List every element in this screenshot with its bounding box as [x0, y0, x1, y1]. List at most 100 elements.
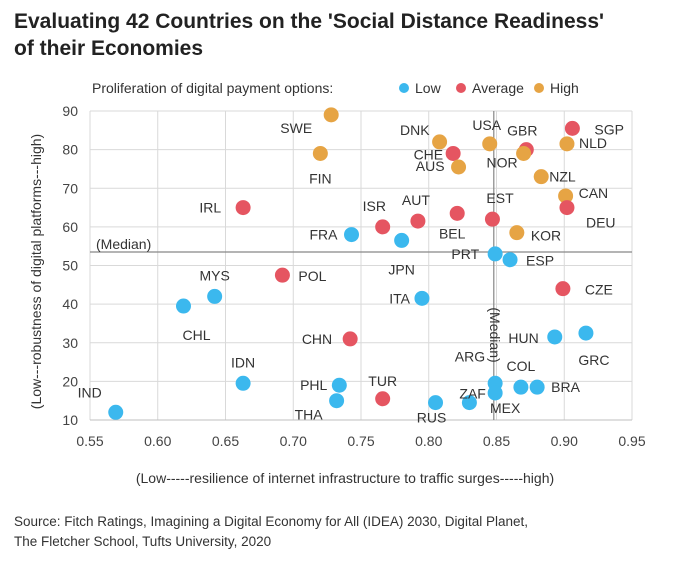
- point-ind: [108, 404, 124, 420]
- legend: Proliferation of digital payment options…: [92, 80, 579, 96]
- point-aus: [451, 159, 467, 175]
- point-label-mex: MEX: [490, 400, 521, 416]
- point-label-usa: USA: [472, 117, 501, 133]
- point-label-zaf: ZAF: [459, 386, 485, 402]
- point-label-tha: THA: [295, 407, 324, 423]
- point-fra: [344, 227, 360, 243]
- point-can: [558, 188, 574, 204]
- point-tur: [375, 391, 391, 407]
- point-chn: [342, 331, 358, 347]
- x-tick-label: 0.65: [212, 433, 239, 449]
- point-cze: [555, 281, 571, 297]
- axes: 10 20 30 40 50 60 70 80 90 0.55 0.60 0.65 0.70 0.75 0.…: [28, 103, 646, 486]
- point-rus: [428, 395, 444, 411]
- x-tick-label: 0.75: [347, 433, 374, 449]
- point-label-deu: DEU: [586, 215, 616, 231]
- point-prt: [487, 246, 503, 262]
- y-tick-label: 10: [62, 412, 78, 428]
- point-che: [445, 145, 461, 161]
- x-tick-label: 0.95: [618, 433, 645, 449]
- point-label-hun: HUN: [508, 330, 538, 346]
- y-axis-title: (Low---robustness of digital platforms--…: [28, 134, 44, 409]
- x-tick-label: 0.60: [144, 433, 171, 449]
- point-label-mys: MYS: [199, 267, 229, 283]
- point-chl: [175, 298, 191, 314]
- chart-title: Evaluating 42 Countries on the 'Social D…: [14, 8, 674, 62]
- y-tick-label: 30: [62, 335, 78, 351]
- x-axis-title: (Low-----resilience of internet infrastr…: [136, 470, 554, 486]
- point-kor: [509, 225, 525, 241]
- y-tick-label: 40: [62, 296, 78, 312]
- point-hun: [547, 329, 563, 345]
- source-note: Source: Fitch Ratings, Imagining a Digit…: [14, 512, 674, 552]
- point-label-irl: IRL: [199, 200, 221, 216]
- point-label-ita: ITA: [389, 290, 410, 306]
- point-label-ind: IND: [78, 384, 102, 400]
- point-label-phl: PHL: [300, 377, 327, 393]
- point-label-bra: BRA: [551, 379, 580, 395]
- point-label-est: EST: [486, 190, 514, 206]
- y-tick-label: 50: [62, 258, 78, 274]
- point-nzl: [533, 169, 549, 185]
- median-label-vertical: (Median): [487, 307, 503, 362]
- point-bra: [529, 379, 545, 395]
- point-fin: [312, 145, 328, 161]
- point-label-arg: ARG: [455, 348, 485, 364]
- point-label-aut: AUT: [402, 192, 430, 208]
- point-aut: [410, 213, 426, 229]
- point-label-isr: ISR: [363, 198, 386, 214]
- y-tick-label: 70: [62, 180, 78, 196]
- point-zaf: [461, 395, 477, 411]
- point-usa: [482, 136, 498, 152]
- point-label-can: CAN: [579, 185, 609, 201]
- point-label-pol: POL: [298, 268, 326, 284]
- point-label-chl: CHL: [182, 327, 210, 343]
- point-swe: [323, 107, 339, 123]
- point-label-grc: GRC: [578, 352, 609, 368]
- point-est: [484, 211, 500, 227]
- title-line-1: Evaluating 42 Countries on the 'Social D…: [14, 10, 604, 33]
- legend-label-high: High: [550, 80, 579, 96]
- point-label-nld: NLD: [579, 135, 607, 151]
- point-label-aus: AUS: [416, 158, 445, 174]
- point-mys: [207, 288, 223, 304]
- point-label-nor: NOR: [486, 154, 517, 170]
- point-dnk: [432, 134, 448, 150]
- point-label-tur: TUR: [368, 373, 397, 389]
- y-tick-label: 90: [62, 103, 78, 119]
- source-line-1: Source: Fitch Ratings, Imagining a Digit…: [14, 514, 528, 529]
- point-label-swe: SWE: [280, 120, 312, 136]
- point-label-rus: RUS: [417, 410, 447, 426]
- point-phl: [331, 377, 347, 393]
- title-line-2: of their Economies: [14, 37, 204, 60]
- point-tha: [329, 393, 345, 409]
- x-tick-label: 0.85: [483, 433, 510, 449]
- point-label-kor: KOR: [531, 228, 561, 244]
- y-tick-label: 60: [62, 219, 78, 235]
- point-grc: [578, 325, 594, 341]
- point-idn: [235, 375, 251, 391]
- legend-marker-average: [456, 83, 466, 93]
- point-sgp: [564, 120, 580, 136]
- point-label-fra: FRA: [310, 227, 339, 243]
- point-label-esp: ESP: [526, 253, 554, 269]
- point-label-fin: FIN: [309, 170, 332, 186]
- median-label-horizontal: (Median): [96, 236, 151, 252]
- x-tick-label: 0.70: [280, 433, 307, 449]
- y-tick-label: 80: [62, 142, 78, 158]
- point-bel: [449, 205, 465, 221]
- legend-marker-low: [399, 83, 409, 93]
- legend-marker-high: [534, 83, 544, 93]
- legend-label-average: Average: [472, 80, 524, 96]
- point-pol: [274, 267, 290, 283]
- point-ita: [414, 290, 430, 306]
- x-tick-label: 0.80: [415, 433, 442, 449]
- point-label-jpn: JPN: [388, 261, 414, 277]
- point-label-che: CHE: [414, 146, 444, 162]
- data-points: [108, 107, 594, 420]
- median-lines: (Median) (Median): [90, 111, 632, 420]
- legend-title: Proliferation of digital payment options…: [92, 80, 333, 96]
- point-mex: [487, 385, 503, 401]
